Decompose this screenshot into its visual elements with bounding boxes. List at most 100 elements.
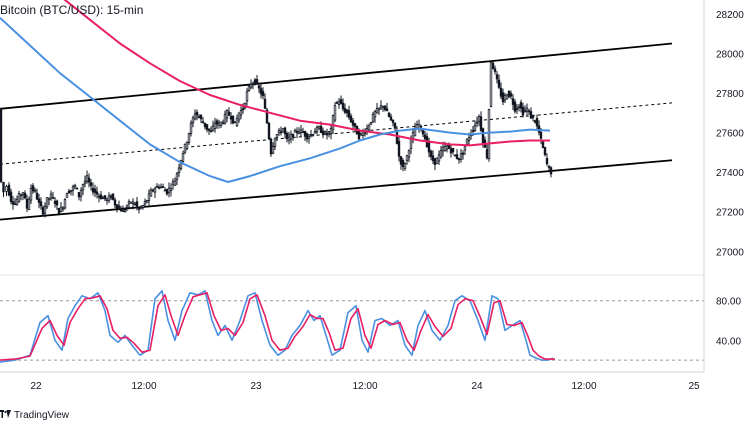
stochastic-pane[interactable] [0,290,704,363]
candle [83,175,87,188]
candle [335,100,339,104]
candle [197,114,201,119]
candle [13,198,17,206]
candle [141,204,145,210]
candle [545,153,549,167]
candle [305,132,309,143]
candle [147,189,151,206]
candle [125,204,129,212]
candle [169,183,173,197]
candle [453,154,457,157]
price-tick-label: 27000 [716,247,744,258]
candle [193,109,197,121]
candle [29,184,33,204]
candle [483,136,487,148]
candle [487,108,491,162]
brand-name: TradingView [14,410,70,421]
candle [475,116,479,128]
candle [533,119,537,124]
candle [285,131,289,143]
candle [435,157,439,164]
candle [271,142,275,155]
stoch-k-line [0,290,554,363]
candle [463,146,467,156]
candle [275,134,279,141]
candle [485,144,489,160]
candle [313,128,317,134]
candle [163,187,167,192]
time-tick-label: 25 [688,381,700,392]
candle [295,127,299,139]
candle [307,133,311,144]
candle [0,108,3,184]
brand-footer[interactable]: TradingView [0,410,69,421]
candle [523,105,527,113]
candle [253,78,257,86]
candle [139,205,143,210]
candle [75,187,79,190]
price-tick-label: 27800 [716,89,744,100]
candle [105,197,109,205]
candle [161,183,165,188]
candle [311,133,315,137]
candle [103,195,107,202]
candle [59,202,63,213]
candle [393,122,397,132]
candle [269,137,273,157]
time-tick-label: 23 [250,381,262,392]
candle [51,192,55,200]
candle [7,182,11,197]
candle [529,107,533,119]
candle [113,197,117,209]
candle [201,117,205,124]
time-tick-label: 12:00 [131,381,156,392]
price-pane[interactable] [0,0,673,221]
price-tick-label: 27400 [716,168,744,179]
channel-lower-line [0,159,673,221]
candle [255,74,259,84]
candle [265,107,269,124]
candle [379,100,383,111]
candle [299,125,303,138]
candle [263,93,267,110]
candle [507,90,511,99]
candle [373,110,377,123]
candle [73,183,77,190]
price-tick-label: 27200 [716,208,744,219]
candle [135,197,139,211]
candle [49,190,53,201]
candle [301,127,305,134]
candle [149,187,153,197]
candle [525,103,529,117]
candle [231,115,235,125]
candle [449,145,453,158]
candle [99,191,103,200]
chart-title: Bitcoin (BTC/USD): 15-min [0,3,144,17]
candle [303,130,307,142]
candle [297,127,301,135]
candle [543,146,547,157]
candle [339,95,343,105]
candle [425,132,429,148]
candle [159,183,163,189]
candle [369,122,373,126]
candle [185,141,189,151]
candle [87,173,91,188]
candle [239,106,243,120]
candle [63,198,67,210]
candle [61,206,65,212]
candle [177,163,181,177]
candle [287,131,291,145]
candle [323,130,327,135]
candle [97,193,101,203]
candle [405,154,409,165]
candle [273,137,277,151]
candle [247,84,251,92]
candle [245,88,249,106]
candle [283,126,287,139]
candle [451,147,455,155]
candle [109,194,113,200]
candle [521,102,525,118]
candle [455,149,459,160]
